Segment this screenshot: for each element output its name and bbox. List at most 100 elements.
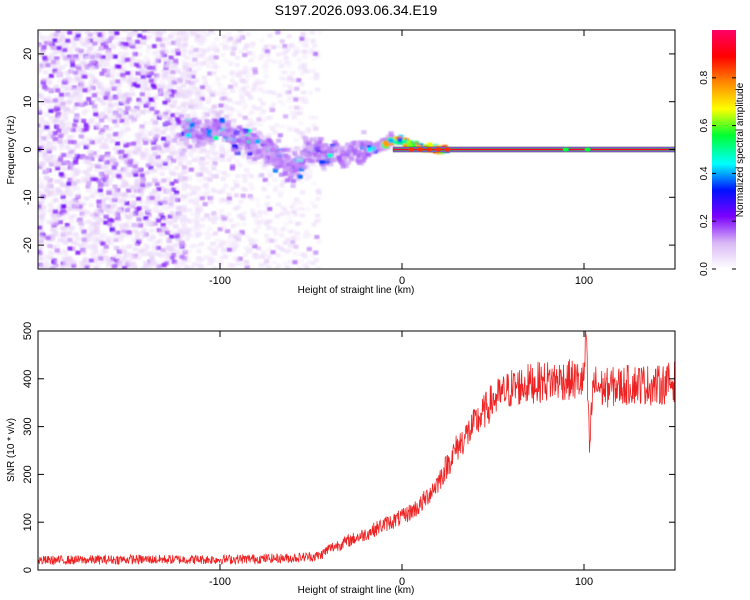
spectrogram-cell (226, 247, 232, 252)
spectrogram-cell (81, 261, 87, 266)
spectrogram-cell (93, 177, 99, 182)
spectrogram-cell (293, 49, 299, 54)
spectrogram-cell (295, 236, 301, 241)
spectrogram-cell (293, 46, 299, 51)
spectrogram-cell (146, 73, 152, 78)
spectrogram-cell (187, 102, 193, 107)
spectrogram-cell (149, 192, 155, 197)
spectrogram-cell (271, 59, 277, 64)
spectrogram-cell (230, 88, 236, 93)
spectrogram-cell (204, 185, 210, 190)
spectrogram-cell (94, 220, 101, 225)
spectrogram-cell (151, 51, 157, 56)
spectrogram-cell (288, 87, 294, 92)
spectrogram-cell (55, 214, 61, 219)
spectrogram-cell (229, 241, 235, 247)
spectrogram-cell (121, 229, 127, 234)
spectrogram-cell (193, 48, 199, 53)
spectrogram-cell (111, 163, 117, 168)
snr-background (38, 331, 675, 570)
spectrogram-cell (204, 169, 210, 174)
spectrogram-cell (82, 159, 88, 164)
spectrogram-cell (349, 157, 355, 162)
spectrogram-cell (167, 204, 174, 209)
spectrogram-cell (155, 155, 161, 160)
spectrogram-cell (219, 119, 226, 124)
spectrogram-cell (160, 82, 166, 87)
spectrogram-cell (222, 38, 228, 43)
spectrogram-cell (62, 159, 68, 164)
spectrogram-cell (121, 226, 127, 231)
spectrogram-cell (233, 234, 239, 239)
spectrogram-cell (211, 258, 217, 263)
spectrogram-cell (156, 228, 162, 233)
spectrogram-cell (38, 133, 42, 139)
spectrogram-cell (181, 188, 187, 193)
spectrogram-cell (203, 194, 209, 199)
spectrogram-cell (50, 237, 56, 242)
spectrogram-cell (119, 192, 125, 197)
spectrogram-cell (257, 132, 263, 137)
spectrogram-cell (55, 73, 61, 78)
spectrogram-cell (310, 154, 316, 159)
spectrogram-cell (264, 49, 271, 54)
spectrogram-cell (156, 218, 162, 223)
spectrogram-cell (248, 160, 254, 165)
spectrogram-cell (43, 187, 49, 192)
spectrogram-cell (407, 143, 413, 148)
spectrogram-cell (65, 75, 71, 80)
spectrogram-cell (220, 157, 226, 162)
spectrogram-cell (223, 87, 229, 92)
spectrogram-cell (74, 113, 80, 118)
spectrogram-cell (196, 66, 202, 71)
spectrogram-cell (281, 226, 287, 232)
spectrogram-cell (64, 153, 70, 158)
spectrogram-cell (149, 169, 155, 174)
spectrogram-cell (129, 76, 135, 81)
spectrogram-cell (237, 162, 243, 168)
spectrogram-cell (238, 199, 244, 204)
spectrogram-cell (116, 92, 122, 97)
spectrogram-cell (72, 123, 78, 128)
spectrogram-cell (311, 123, 317, 128)
spectrogram-cell (127, 233, 133, 238)
spectrogram-cell (111, 203, 117, 208)
spectrogram-cell (59, 127, 65, 132)
spectrogram-cell (73, 232, 79, 237)
spectrogram-cell (326, 149, 332, 154)
snr-y-tick-label: 500 (22, 322, 34, 340)
spectrogram-cell (114, 258, 120, 263)
spectrogram-cell (150, 262, 156, 267)
spectrogram-cell (283, 241, 289, 246)
spectrogram-cell (38, 68, 42, 73)
spectrogram-cell (109, 155, 115, 160)
spectrogram-cell (79, 209, 86, 214)
spectrogram-cell (108, 201, 114, 206)
spectrogram-cell (48, 52, 54, 57)
spectrogram-cell (163, 252, 170, 257)
spectrogram-cell (274, 151, 280, 156)
spectrogram-cell (273, 185, 279, 190)
spectrogram-cell (53, 118, 59, 123)
spectrogram-cell (52, 50, 58, 55)
spectrogram-cell (79, 243, 85, 248)
spectrogram-cell (290, 229, 296, 234)
spectrogram-cell (72, 152, 78, 157)
spectrogram-cell (205, 235, 211, 240)
spectrogram-cell (143, 264, 149, 269)
spectrogram-cell (240, 99, 246, 104)
spectrogram-cell (176, 151, 182, 156)
spectrogram-cell (62, 240, 68, 245)
spectrogram-cell (40, 47, 46, 53)
spectrogram-cell (72, 125, 78, 130)
spectrogram-cell (208, 30, 214, 33)
spectrogram-cell (40, 211, 47, 216)
spectrogram-cell (86, 96, 92, 102)
spectrogram-cell (160, 205, 166, 210)
spectrogram-cell (118, 234, 124, 239)
spectrogram-cell (221, 170, 227, 176)
spectrogram-cell (242, 253, 248, 258)
spectrogram-cell (65, 188, 71, 193)
spectrogram-cell (264, 201, 270, 206)
